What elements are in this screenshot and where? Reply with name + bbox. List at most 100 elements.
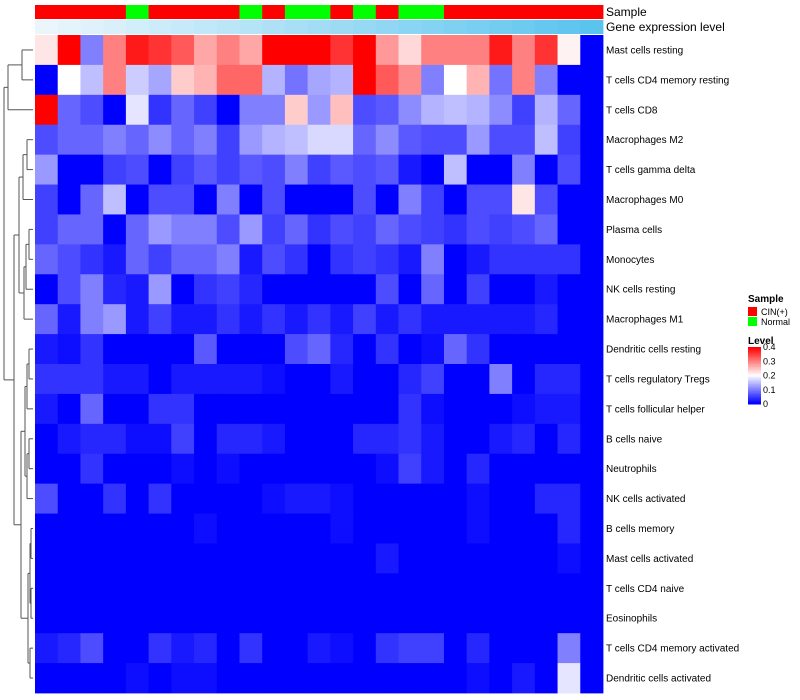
- heatmap-cell: [398, 244, 422, 275]
- heatmap-cell: [125, 64, 149, 96]
- heatmap-cell: [103, 214, 127, 245]
- expression-annotation-cell: [57, 20, 81, 34]
- heatmap-cell: [398, 334, 422, 365]
- heatmap-cell: [125, 334, 149, 365]
- heatmap-cell: [580, 244, 604, 275]
- heatmap-cell: [466, 274, 490, 305]
- heatmap-cell: [103, 453, 127, 485]
- heatmap-cell: [57, 393, 81, 425]
- heatmap-cell: [375, 274, 399, 305]
- heatmap-cell: [35, 64, 59, 96]
- level-colorbar: [748, 347, 761, 405]
- heatmap-cell: [35, 184, 59, 215]
- heatmap-cell: [262, 94, 286, 126]
- heatmap-cell: [557, 543, 581, 574]
- heatmap-cell: [557, 513, 581, 544]
- heatmap-cell: [534, 513, 558, 544]
- heatmap-cell: [443, 603, 468, 634]
- level-colorbar-segment: [748, 386, 761, 389]
- heatmap-cell: [534, 603, 558, 634]
- heatmap-cell: [171, 573, 195, 604]
- column-annotations: [35, 5, 604, 34]
- expression-annotation-cell: [239, 20, 263, 34]
- heatmap-cell: [421, 633, 445, 664]
- heatmap-cell: [171, 453, 195, 485]
- heatmap-cell: [239, 483, 263, 514]
- heatmap-cell: [421, 513, 445, 544]
- heatmap-cell: [534, 334, 558, 365]
- row-dendrogram: [3, 49, 33, 679]
- heatmap-cell: [35, 124, 59, 156]
- heatmap-cell: [307, 633, 331, 664]
- heatmap-cell: [421, 124, 445, 156]
- heatmap-cell: [239, 244, 263, 275]
- sample-annotation-cell: [216, 5, 240, 19]
- heatmap-cell: [353, 633, 377, 664]
- heatmap-cell: [580, 94, 604, 126]
- heatmap-cell: [239, 633, 263, 664]
- heatmap-cell: [148, 94, 172, 126]
- row-label: Mast cells resting: [606, 45, 683, 56]
- annotation-label-gene-expression: Gene expression level: [606, 20, 725, 34]
- heatmap-cell: [466, 35, 490, 66]
- heatmap-cell: [307, 124, 331, 156]
- heatmap-cell: [421, 393, 445, 425]
- heatmap-cell: [443, 334, 468, 365]
- heatmap-cell: [239, 274, 263, 305]
- heatmap-cell: [489, 663, 513, 694]
- heatmap-cell: [330, 663, 354, 694]
- heatmap-cell: [398, 483, 422, 514]
- heatmap-cell: [489, 603, 513, 634]
- heatmap-cell: [330, 214, 354, 245]
- heatmap-cell: [103, 393, 127, 425]
- level-tick-label: 0.2: [763, 371, 776, 381]
- heatmap-cell: [398, 513, 422, 544]
- heatmap-cell: [421, 453, 445, 485]
- heatmap-cell: [512, 304, 536, 335]
- heatmap-cell: [57, 124, 81, 156]
- legend-title-level: Level: [748, 336, 774, 347]
- heatmap-cell: [103, 633, 127, 664]
- heatmap-cell: [512, 423, 536, 455]
- heatmap-cell: [307, 603, 331, 634]
- level-colorbar-segment: [748, 365, 761, 368]
- heatmap-cell: [489, 483, 513, 514]
- level-colorbar-segment: [748, 385, 761, 388]
- level-colorbar-segment: [748, 369, 761, 372]
- heatmap-cell: [284, 304, 309, 335]
- heatmap-cell: [353, 124, 377, 156]
- heatmap-cell: [466, 513, 490, 544]
- level-colorbar-segment: [748, 399, 761, 402]
- heatmap-cell: [103, 483, 127, 514]
- heatmap-cell: [57, 483, 81, 514]
- heatmap-cell: [580, 663, 604, 694]
- expression-annotation-cell: [466, 20, 490, 34]
- heatmap-cell: [307, 94, 331, 126]
- level-colorbar-segment: [748, 396, 761, 399]
- heatmap-cell: [421, 184, 445, 215]
- heatmap-cell: [284, 633, 309, 664]
- heatmap-cell: [557, 633, 581, 664]
- heatmap-cell: [35, 453, 59, 485]
- heatmap-cell: [421, 334, 445, 365]
- heatmap-cell: [512, 543, 536, 574]
- level-colorbar-segment: [748, 379, 761, 382]
- heatmap-cell: [557, 603, 581, 634]
- row-label: Mast cells activated: [606, 554, 693, 565]
- heatmap-cell: [398, 603, 422, 634]
- heatmap-cell: [353, 154, 377, 185]
- heatmap-cell: [216, 543, 240, 574]
- heatmap-cell: [262, 453, 286, 485]
- heatmap-cell: [171, 513, 195, 544]
- heatmap-cell: [421, 35, 445, 66]
- heatmap-cell: [262, 603, 286, 634]
- heatmap-cell: [216, 304, 240, 335]
- heatmap-cell: [489, 423, 513, 455]
- sample-annotation-cell: [489, 5, 513, 19]
- heatmap-cell: [57, 453, 81, 485]
- heatmap-cell: [171, 483, 195, 514]
- heatmap-cell: [534, 633, 558, 664]
- heatmap-cell: [580, 453, 604, 485]
- heatmap-cell: [443, 184, 468, 215]
- heatmap-cell: [398, 364, 422, 395]
